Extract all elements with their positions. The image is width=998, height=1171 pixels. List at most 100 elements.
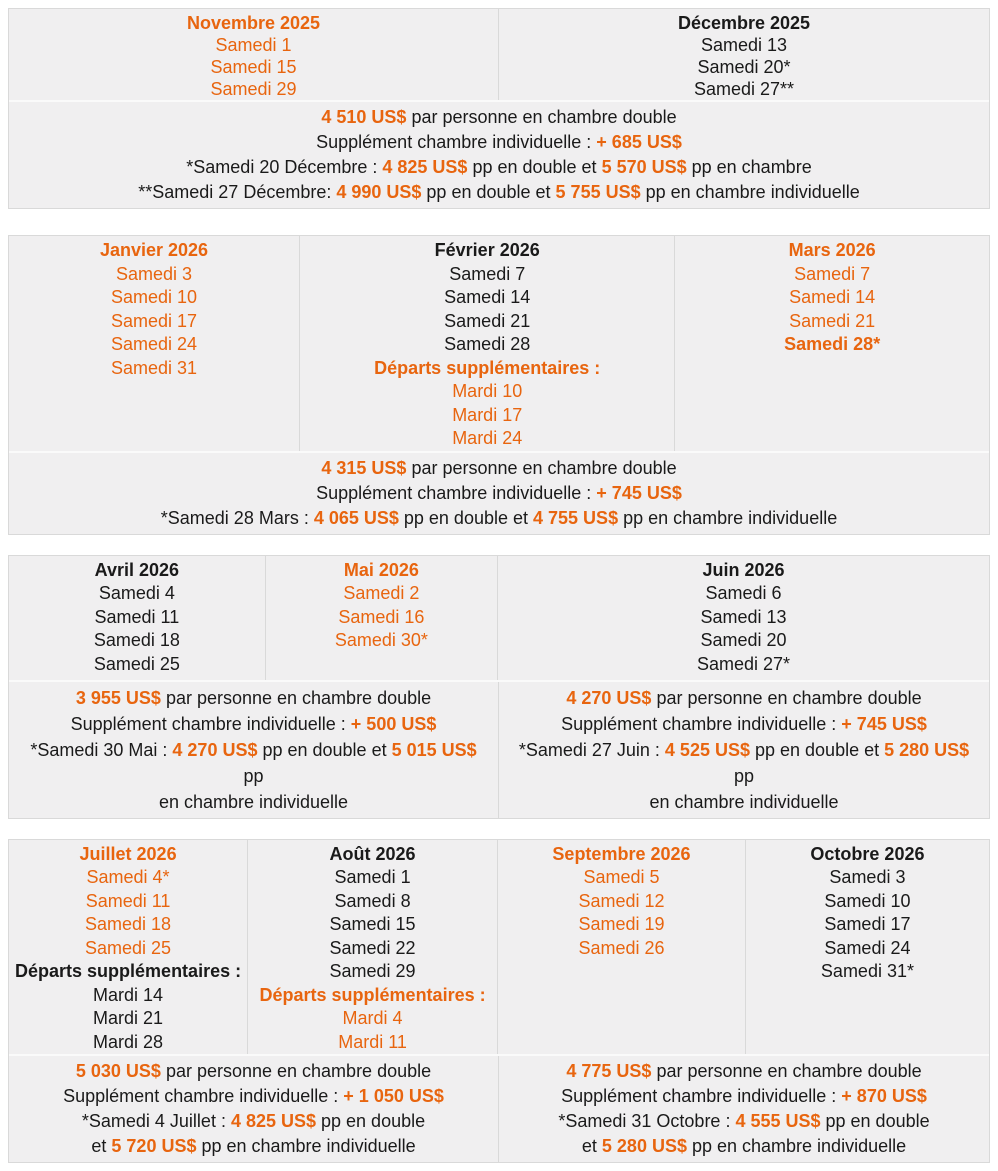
price-text: *Samedi 30 Mai :: [30, 739, 173, 760]
departure-date: Samedi 17: [110, 310, 198, 331]
price-text: par personne en chambre double: [406, 457, 677, 478]
month-column: Février 2026 Samedi 7 Samedi 14 Samedi 21 Sa…: [300, 236, 676, 451]
price-value: + 870 US$: [841, 1086, 927, 1106]
departure-date: Départs supplémentaires :: [259, 984, 486, 1005]
price-text: Supplément chambre individuelle :: [63, 1086, 344, 1106]
departure-date: Samedi 3: [116, 263, 193, 284]
departure-date: Départs supplémentaires :: [374, 357, 601, 378]
price-value: 4 270 US$: [172, 739, 258, 760]
departure-date: Samedi 30*: [334, 630, 428, 650]
price-line: Supplément chambre individuelle : + 685 …: [316, 130, 682, 155]
price-text: pp en chambre individuelle: [640, 182, 860, 202]
departure-block: Janvier 2026 Samedi 3 Samedi 10 Samedi 17 Sa…: [8, 235, 990, 535]
month-title: Juin 2026: [702, 559, 785, 580]
price-text: pp en double: [316, 1111, 426, 1131]
departure-block: Juillet 2026 Samedi 4* Samedi 11 Samedi 18 S…: [8, 838, 990, 1163]
pricing-cell: 4 510 US$ par personne en chambre double…: [9, 102, 989, 208]
price-text: pp en chambre individuelle: [618, 507, 838, 528]
price-value: 5 280 US$: [601, 1136, 687, 1156]
departure-date: Samedi 19: [578, 914, 665, 934]
price-value: 4 775 US$: [566, 1061, 652, 1081]
month-column: Avril 2026 Samedi 4 Samedi 11 Samedi 18 Same…: [9, 555, 266, 680]
departure-date: Samedi 31*: [820, 961, 914, 981]
price-text: *Samedi 27 Juin :: [518, 739, 665, 760]
price-text: pp en double et: [398, 507, 534, 528]
month-column: Juillet 2026 Samedi 4* Samedi 11 Samedi 18 S…: [9, 839, 249, 1054]
month-column: Octobre 2026 Samedi 3 Samedi 10 Samedi 17 Sa…: [746, 840, 989, 1055]
price-value: 4 270 US$: [566, 687, 652, 708]
price-text: pp en double et: [421, 182, 556, 202]
month-title: Septembre 2026: [552, 843, 691, 864]
departure-date: Samedi 29: [329, 961, 416, 981]
price-text: pp en chambre individuelle: [686, 1136, 907, 1156]
price-text: par personne en chambre double: [651, 687, 922, 708]
departure-date: Samedi 4*: [86, 867, 170, 887]
departure-date: Samedi 4: [98, 583, 175, 603]
departure-date: Mardi 4: [342, 1008, 403, 1028]
price-value: 5 280 US$: [884, 739, 970, 760]
price-line: *Samedi 20 Décembre : 4 825 US$ pp en do…: [186, 155, 811, 180]
departure-date: Samedi 15: [210, 57, 297, 77]
pricing-row: 5 030 US$ par personne en chambre double…: [9, 1054, 989, 1162]
price-value: 4 525 US$: [664, 739, 750, 760]
price-text: pp en double et: [257, 739, 392, 760]
departure-date: Samedi 11: [94, 606, 180, 627]
departure-date: Samedi 12: [578, 890, 665, 911]
price-value: + 500 US$: [350, 713, 437, 734]
pricing-cell: 4 315 US$ par personne en chambre double…: [9, 453, 989, 534]
price-text: pp: [733, 765, 755, 786]
price-value: + 685 US$: [596, 132, 682, 152]
price-value: 3 955 US$: [75, 687, 161, 708]
departure-date: Samedi 26: [578, 937, 665, 958]
price-text: et: [91, 1136, 112, 1156]
price-line: **Samedi 27 Décembre: 4 990 US$ pp en do…: [138, 180, 860, 205]
month-column: Novembre 2025 Samedi 1 Samedi 15 Samedi 29: [9, 9, 499, 100]
departure-date: Samedi 25: [85, 937, 172, 958]
departure-pricing-tables: Novembre 2025 Samedi 1 Samedi 15 Samedi 29 D…: [8, 8, 990, 1163]
departure-date: Samedi 27**: [693, 79, 795, 99]
month-title: Février 2026: [434, 240, 540, 260]
pricing-row: 4 510 US$ par personne en chambre double…: [9, 100, 989, 208]
month-title: Avril 2026: [94, 559, 180, 580]
price-text: pp en double et: [749, 739, 885, 760]
departure-date: Mardi 11: [338, 1031, 407, 1052]
departure-date: Mardi 28: [93, 1031, 164, 1052]
month-dates-row: Janvier 2026 Samedi 3 Samedi 10 Samedi 17 Sa…: [9, 236, 989, 451]
price-text: pp: [243, 765, 264, 786]
departure-date: Samedi 3: [829, 867, 906, 887]
month-dates-row: Juillet 2026 Samedi 4* Samedi 11 Samedi 18 S…: [9, 839, 989, 1055]
price-text: Supplément chambre individuelle :: [561, 713, 842, 734]
departure-date: Samedi 17: [824, 914, 911, 934]
price-line: 4 510 US$ par personne en chambre double: [321, 105, 676, 130]
price-value: 5 720 US$: [111, 1136, 197, 1156]
price-text: **Samedi 27 Décembre:: [138, 182, 337, 202]
departure-date: Mardi 17: [452, 404, 523, 425]
price-line: et 5 280 US$ pp en chambre individuelle: [582, 1134, 906, 1159]
price-value: 5 570 US$: [601, 157, 687, 177]
price-line: Supplément chambre individuelle : + 1 05…: [63, 1084, 444, 1109]
price-line: et 5 720 US$ pp en chambre individuelle: [91, 1134, 415, 1159]
departure-date: Samedi 28: [444, 334, 531, 354]
price-line: *Samedi 27 Juin : 4 525 US$ pp en double…: [513, 737, 975, 789]
price-line: *Samedi 30 Mai : 4 270 US$ pp en double …: [23, 737, 484, 789]
price-text: pp en chambre individuelle: [196, 1136, 416, 1156]
departure-date: Samedi 14: [444, 287, 531, 307]
month-column: Décembre 2025 Samedi 13 Samedi 20* Samedi 2…: [499, 9, 989, 100]
price-text: *Samedi 28 Mars :: [160, 507, 314, 528]
departure-date: Samedi 31: [110, 357, 198, 378]
departure-date: Samedi 1: [334, 867, 411, 887]
price-text: et: [581, 1136, 602, 1156]
price-value: 5 015 US$: [391, 739, 477, 760]
price-line: en chambre individuelle: [649, 789, 838, 815]
departure-date: Samedi 1: [215, 35, 292, 55]
price-value: 4 315 US$: [321, 457, 407, 478]
price-text: *Samedi 31 Octobre :: [558, 1111, 736, 1131]
departure-date: Samedi 11: [85, 890, 171, 911]
price-text: Supplément chambre individuelle :: [316, 482, 597, 503]
price-value: + 745 US$: [841, 713, 927, 734]
month-title: Novembre 2025: [186, 13, 321, 33]
departure-date: Samedi 10: [110, 287, 198, 307]
month-title: Décembre 2025: [677, 13, 811, 33]
price-text: par personne en chambre double: [651, 1061, 922, 1081]
pricing-row: 3 955 US$ par personne en chambre double…: [9, 679, 989, 818]
